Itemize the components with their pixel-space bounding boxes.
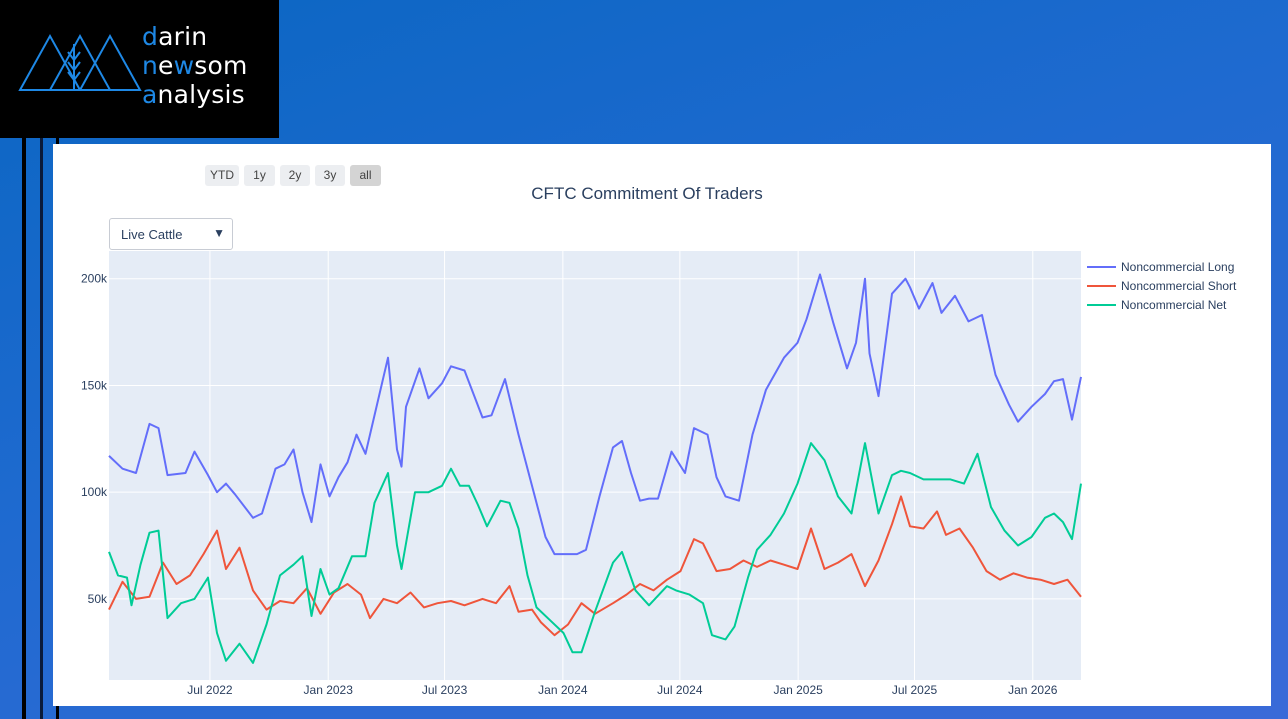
chart-title: CFTC Commitment Of Traders xyxy=(531,184,763,203)
y-tick-label: 50k xyxy=(88,592,108,606)
y-tick-label: 100k xyxy=(81,485,108,499)
plot-area xyxy=(109,251,1081,680)
x-axis: Jul 2022 Jan 2023 Jul 2023 Jan 2024 Jul 2024… xyxy=(187,683,1058,697)
range-button-3y[interactable]: 3y xyxy=(315,165,345,186)
range-button-ytd[interactable]: YTD xyxy=(205,165,239,186)
x-tick-label: Jan 2024 xyxy=(538,683,588,697)
x-tick-label: Jul 2025 xyxy=(892,683,938,697)
x-tick-label: Jul 2022 xyxy=(187,683,233,697)
x-tick-label: Jan 2023 xyxy=(304,683,354,697)
legend: Noncommercial Long Noncommercial Short Non… xyxy=(1087,260,1237,312)
x-tick-label: Jan 2026 xyxy=(1008,683,1058,697)
x-tick-label: Jan 2025 xyxy=(773,683,823,697)
dropdown-selected-value: Live Cattle xyxy=(121,227,183,242)
mountain-logo-icon xyxy=(18,33,142,91)
logo-wordmark: darin newsom analysis xyxy=(142,22,248,109)
decorative-stripe xyxy=(22,138,26,719)
gridlines xyxy=(109,251,1081,680)
legend-item-label[interactable]: Noncommercial Long xyxy=(1121,260,1234,274)
x-tick-label: Jul 2024 xyxy=(657,683,703,697)
commodity-dropdown[interactable]: Live Cattle ▼ xyxy=(109,218,233,250)
series-line-0 xyxy=(108,273,1082,556)
series-line-2 xyxy=(108,442,1082,664)
range-button-2y[interactable]: 2y xyxy=(280,165,310,186)
y-tick-label: 200k xyxy=(81,272,108,286)
range-button-1y[interactable]: 1y xyxy=(244,165,275,186)
decorative-stripe xyxy=(40,138,43,719)
y-axis: 50k 100k 150k 200k xyxy=(81,272,108,606)
x-tick-label: Jul 2023 xyxy=(422,683,468,697)
y-tick-label: 150k xyxy=(81,378,108,392)
dropdown-arrow-icon: ▼ xyxy=(213,226,225,240)
logo: darin newsom analysis xyxy=(0,0,279,138)
legend-item-label[interactable]: Noncommercial Short xyxy=(1121,279,1237,293)
series-lines xyxy=(108,273,1082,664)
legend-item-label[interactable]: Noncommercial Net xyxy=(1121,298,1227,312)
range-button-all[interactable]: all xyxy=(350,165,381,186)
